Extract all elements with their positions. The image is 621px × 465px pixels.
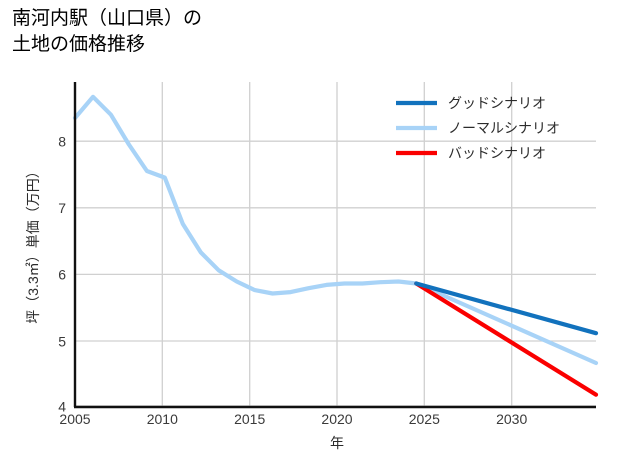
series-line-normal-scenario bbox=[414, 281, 599, 366]
x-tick-2015: 2015 bbox=[234, 411, 265, 427]
x-tick-labels: 2005 2010 2015 2020 2025 2030 bbox=[59, 411, 527, 427]
y-axis-title: 坪（3.3㎡）単価（万円） bbox=[25, 164, 41, 323]
x-tick-2025: 2025 bbox=[409, 411, 440, 427]
y-tick-labels: 8 7 6 5 4 bbox=[58, 134, 66, 415]
x-tick-2030: 2030 bbox=[496, 411, 527, 427]
legend-label-bad-scenario: バッドシナリオ bbox=[448, 145, 546, 161]
page-title: 南河内駅（山口県）の 土地の価格推移 bbox=[12, 8, 203, 55]
y-tick-5: 5 bbox=[58, 333, 66, 349]
x-tick-2010: 2010 bbox=[147, 411, 178, 427]
y-tick-7: 7 bbox=[58, 200, 66, 216]
x-tick-2005: 2005 bbox=[59, 411, 90, 427]
legend-label-normal-scenario: ノーマルシナリオ bbox=[448, 120, 560, 136]
y-tick-4: 4 bbox=[58, 398, 66, 414]
x-gridlines bbox=[161, 82, 513, 406]
legend-label-good-scenario: グッドシナリオ bbox=[448, 95, 546, 111]
y-tick-8: 8 bbox=[58, 134, 66, 150]
series-line-historical bbox=[72, 94, 419, 296]
series-line-bad-scenario bbox=[414, 281, 599, 397]
legend: グッドシナリオ ノーマルシナリオ バッドシナリオ bbox=[396, 95, 560, 161]
y-tick-6: 6 bbox=[58, 267, 66, 283]
series-line-good-scenario bbox=[414, 281, 599, 336]
x-axis-title: 年 bbox=[330, 435, 344, 451]
x-tick-2020: 2020 bbox=[321, 411, 352, 427]
